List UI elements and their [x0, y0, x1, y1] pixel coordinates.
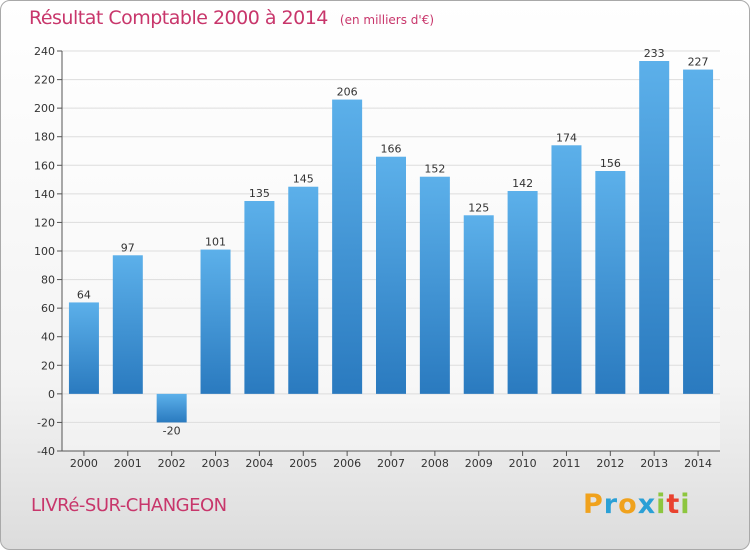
logo-letter: r	[603, 489, 619, 520]
chart-title-text: Résultat Comptable 2000 à 2014	[29, 7, 328, 29]
bar-2003	[200, 249, 231, 394]
x-tick-label-2000: 2000	[70, 457, 98, 470]
y-tick-label: -40	[37, 445, 55, 458]
data-label-2014: 227	[688, 56, 709, 69]
data-label-2006: 206	[337, 86, 358, 99]
y-tick-label: 100	[34, 245, 55, 258]
proxiti-logo[interactable]: Proxiti	[583, 489, 691, 520]
bar-2013	[639, 61, 670, 394]
bar-2009	[463, 215, 494, 394]
axes	[57, 50, 720, 456]
data-label-2008: 152	[424, 163, 445, 176]
chart-title: Résultat Comptable 2000 à 2014 (en millie…	[29, 7, 434, 29]
bars	[68, 61, 714, 423]
y-tick-label: -20	[37, 416, 55, 429]
y-tick-label: 80	[41, 274, 55, 287]
x-tick-label-2009: 2009	[465, 457, 493, 470]
y-tick-label: 220	[34, 74, 55, 87]
data-label-2012: 156	[600, 157, 621, 170]
data-label-2004: 135	[249, 187, 270, 200]
bar-2014	[683, 69, 714, 394]
y-tick-label: 160	[34, 159, 55, 172]
bar-2005	[288, 186, 319, 394]
data-label-2011: 174	[556, 131, 577, 144]
bar-2008	[419, 176, 450, 394]
y-tick-label: 40	[41, 331, 55, 344]
x-tick-label-2008: 2008	[421, 457, 449, 470]
data-label-2003: 101	[205, 236, 226, 249]
bar-2010	[507, 191, 538, 394]
y-tick-label: 200	[34, 102, 55, 115]
labels: -40 -20 0 20 40 60 80 100 120 140 160 180 200 220 240 6…	[34, 45, 712, 470]
chart-subtitle: (en milliers d'€)	[339, 13, 435, 27]
x-tick-label-2011: 2011	[552, 457, 580, 470]
bar-2006	[332, 99, 363, 394]
x-tick-label-2013: 2013	[640, 457, 668, 470]
x-tick-label-2012: 2012	[596, 457, 624, 470]
y-tick-label: 140	[34, 188, 55, 201]
bar-2012	[595, 171, 626, 394]
x-tick-label-2004: 2004	[245, 457, 273, 470]
data-label-2007: 166	[381, 143, 402, 156]
data-label-2013: 233	[644, 47, 665, 60]
data-label-2009: 125	[468, 201, 489, 214]
logo-letter: i	[656, 489, 667, 520]
data-label-2001: 97	[121, 241, 135, 254]
y-tick-label: 60	[41, 302, 55, 315]
x-tick-label-2001: 2001	[114, 457, 142, 470]
logo-letter: t	[666, 489, 681, 520]
x-tick-label-2010: 2010	[509, 457, 537, 470]
data-label-2000: 64	[77, 288, 91, 301]
town-name: LIVRé-SUR-CHANGEON	[31, 495, 227, 516]
data-label-2005: 145	[293, 173, 314, 186]
x-tick-label-2014: 2014	[684, 457, 712, 470]
y-tick-label: 0	[48, 388, 55, 401]
data-label-2002: -20	[163, 424, 181, 437]
logo-letter: P	[583, 489, 604, 520]
bar-2001	[112, 255, 143, 394]
x-tick-label-2007: 2007	[377, 457, 405, 470]
bar-2000	[68, 302, 99, 394]
x-tick-label-2006: 2006	[333, 457, 361, 470]
y-tick-label: 180	[34, 131, 55, 144]
bar-2007	[376, 156, 406, 394]
y-tick-label: 20	[41, 359, 55, 372]
bar-2004	[244, 201, 275, 394]
logo-letter: o	[618, 489, 638, 520]
x-tick-label-2005: 2005	[289, 457, 317, 470]
x-tick-label-2003: 2003	[202, 457, 230, 470]
x-tick-label-2002: 2002	[158, 457, 186, 470]
data-label-2010: 142	[512, 177, 533, 190]
y-tick-label: 240	[34, 45, 55, 58]
logo-letter: i	[680, 489, 691, 520]
bar-2002	[156, 393, 187, 423]
y-tick-label: 120	[34, 216, 55, 229]
logo-letter: x	[637, 489, 657, 520]
bar-2011	[551, 145, 582, 394]
